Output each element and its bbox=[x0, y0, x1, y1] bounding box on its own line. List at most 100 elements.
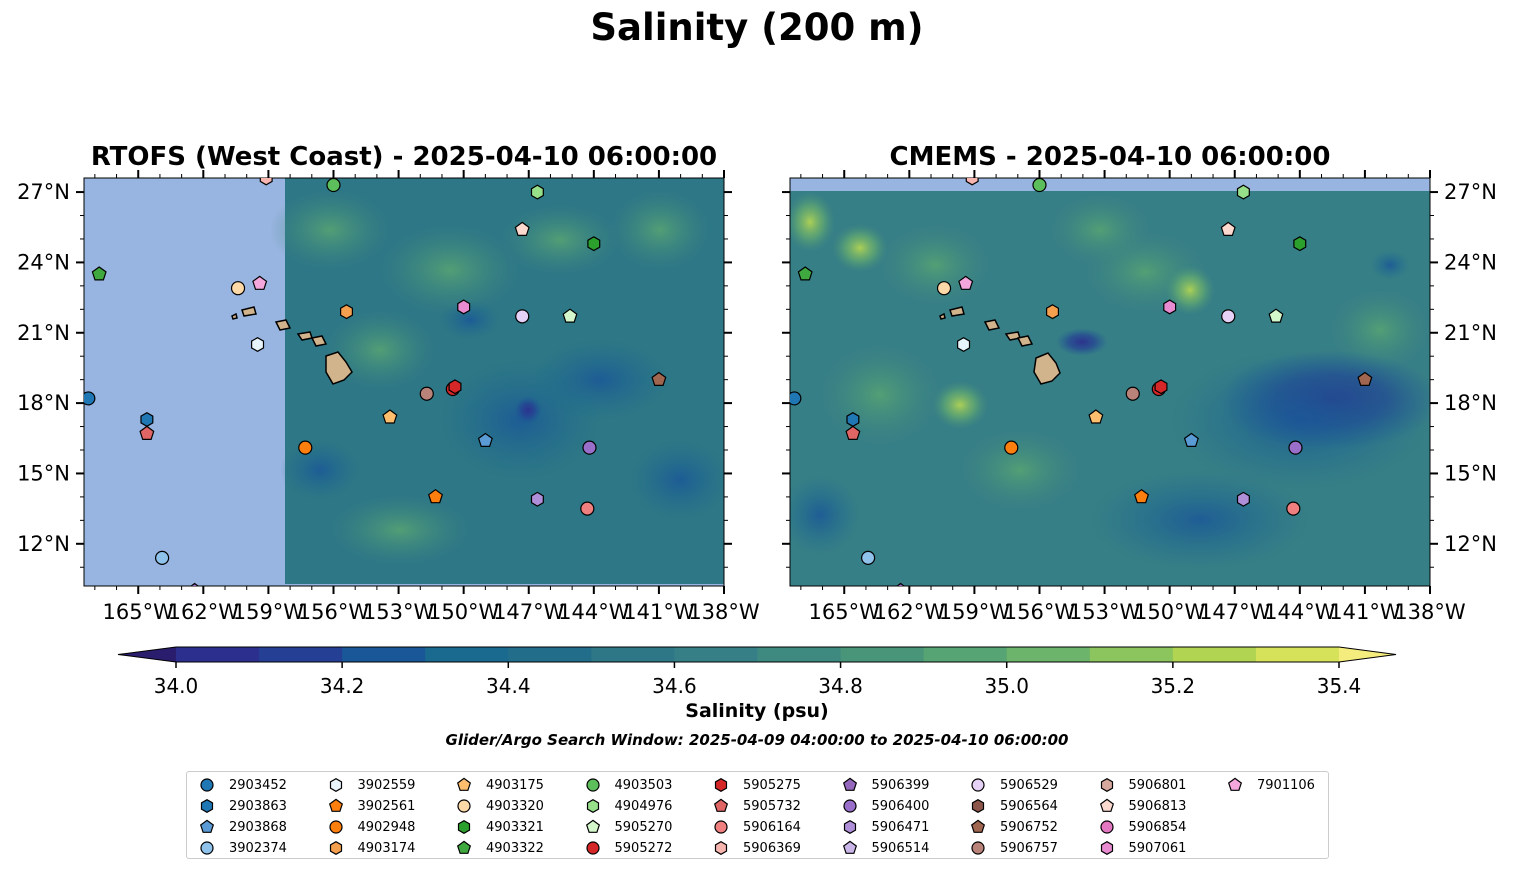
legend-marker-5906471 bbox=[843, 820, 856, 834]
legend-marker bbox=[971, 841, 985, 855]
float-marker-5906529 bbox=[1221, 309, 1236, 324]
legend-item-4902948: 4902948 bbox=[328, 817, 415, 837]
legend-label: 3902559 bbox=[357, 777, 416, 793]
float-marker-5906164 bbox=[1286, 501, 1301, 516]
hawaii-islands bbox=[939, 306, 1061, 385]
legend-marker-3902561 bbox=[328, 798, 343, 812]
float-marker-5906471 bbox=[530, 491, 544, 507]
colorbar-tick-label: 34.0 bbox=[154, 674, 199, 698]
legend-marker-5905270 bbox=[585, 819, 600, 833]
float-marker-5906813 bbox=[1220, 221, 1236, 236]
legend-marker bbox=[843, 820, 856, 834]
float-marker-3902374 bbox=[861, 550, 876, 565]
legend-marker-4903320 bbox=[457, 799, 471, 813]
legend-label: 5907061 bbox=[1128, 840, 1187, 856]
float-marker-4903320 bbox=[936, 281, 952, 296]
float-marker-5906813 bbox=[514, 221, 530, 236]
legend-marker bbox=[970, 819, 986, 833]
legend-label: 5906529 bbox=[1000, 777, 1058, 793]
legend-marker-5905272 bbox=[585, 841, 600, 855]
hawaii-islands bbox=[231, 306, 353, 385]
salinity-features bbox=[270, 190, 724, 565]
float-marker-4903321 bbox=[1293, 236, 1307, 252]
float-marker-2903863 bbox=[846, 412, 860, 427]
legend-label: 5905275 bbox=[743, 777, 801, 793]
legend-label: 5906854 bbox=[1128, 819, 1187, 835]
legend-item-2903452: 2903452 bbox=[199, 775, 287, 795]
legend-item-3902374: 3902374 bbox=[199, 838, 287, 858]
y-tick-label: 18°N bbox=[17, 391, 70, 415]
x-tick-label: 159°W bbox=[233, 600, 305, 624]
float-marker-4903175 bbox=[382, 409, 398, 424]
float-marker-2903452 bbox=[790, 391, 802, 406]
x-tick-label: 153°W bbox=[363, 600, 435, 624]
legend-marker bbox=[199, 819, 215, 833]
colorbar-label: Salinity (psu) bbox=[685, 700, 829, 722]
legend-item-2903868: 2903868 bbox=[199, 817, 287, 837]
float-marker-4903322 bbox=[91, 266, 107, 281]
float-marker-5905270 bbox=[1268, 308, 1284, 323]
float-marker-7901106 bbox=[252, 275, 268, 290]
rtofs-map-frame bbox=[83, 177, 725, 587]
float-marker-4903320 bbox=[230, 281, 246, 296]
float-marker-7901106 bbox=[958, 275, 974, 290]
legend-marker-4903174 bbox=[329, 841, 342, 855]
float-marker-5906752 bbox=[1357, 371, 1373, 386]
float-marker-5907061 bbox=[457, 299, 471, 315]
no-data-region bbox=[790, 178, 1430, 191]
colorbar-tick-label: 34.4 bbox=[486, 674, 531, 698]
float-marker-5905275 bbox=[1154, 379, 1168, 395]
colorbar-bin bbox=[591, 647, 675, 662]
x-tick-label: 150°W bbox=[1134, 600, 1206, 624]
legend-marker-4904976 bbox=[586, 799, 599, 813]
x-tick-label: 162°W bbox=[168, 600, 240, 624]
legend-marker-2903452 bbox=[200, 778, 214, 792]
legend-marker-2903868 bbox=[199, 819, 215, 833]
x-tick-label: 147°W bbox=[493, 600, 565, 624]
y-tick-label: 24°N bbox=[1444, 250, 1497, 274]
x-tick-label: 138°W bbox=[688, 600, 760, 624]
y-tick-label: 12°N bbox=[17, 532, 70, 556]
float-marker-3902374 bbox=[155, 550, 170, 565]
legend-marker bbox=[457, 799, 471, 813]
legend-marker bbox=[328, 820, 343, 834]
legend-item-5906514: 5906514 bbox=[842, 838, 930, 858]
float-marker-4902948 bbox=[1004, 440, 1019, 455]
legend-item-4903320: 4903320 bbox=[456, 796, 544, 816]
legend-item-4904976: 4904976 bbox=[585, 796, 672, 816]
x-tick-label: 138°W bbox=[1394, 600, 1466, 624]
legend-label: 5906801 bbox=[1128, 777, 1187, 793]
legend-marker bbox=[585, 778, 600, 792]
float-markers bbox=[84, 178, 667, 586]
legend-item-5906757: 5906757 bbox=[970, 838, 1058, 858]
float-marker-3902561 bbox=[1133, 488, 1150, 504]
legend-marker bbox=[842, 799, 857, 813]
legend-marker bbox=[1227, 777, 1243, 791]
float-marker-3902559 bbox=[251, 337, 265, 352]
legend-label: 4903174 bbox=[357, 840, 416, 856]
legend-marker bbox=[714, 820, 728, 834]
colorbar-tick-label: 35.0 bbox=[984, 674, 1029, 698]
legend-item-4903503: 4903503 bbox=[585, 775, 672, 795]
legend-item-3902561: 3902561 bbox=[328, 796, 415, 816]
legend-item-5906752: 5906752 bbox=[970, 817, 1058, 837]
legend-label: 5905272 bbox=[614, 840, 673, 856]
cmems-map-panel bbox=[790, 178, 1430, 586]
legend-item-5906564: 5906564 bbox=[970, 796, 1058, 816]
float-marker-2903863 bbox=[140, 412, 154, 427]
legend-marker bbox=[329, 841, 342, 855]
legend-item-4903321: 4903321 bbox=[456, 817, 544, 837]
legend-item-5905275: 5905275 bbox=[713, 775, 801, 795]
legend-marker bbox=[1099, 798, 1114, 812]
legend-marker-5906164 bbox=[714, 820, 728, 834]
x-tick-label: 165°W bbox=[103, 600, 175, 624]
legend-item-2903863: 2903863 bbox=[199, 796, 287, 816]
legend-marker bbox=[200, 778, 214, 792]
legend-item-5905732: 5905732 bbox=[713, 796, 801, 816]
float-marker-5905270 bbox=[562, 308, 578, 323]
legend-label: 5906514 bbox=[871, 840, 930, 856]
y-tick-label: 15°N bbox=[1444, 461, 1497, 485]
legend-marker-5906369 bbox=[714, 841, 728, 855]
figure-title: Salinity (200 m) bbox=[590, 6, 924, 49]
